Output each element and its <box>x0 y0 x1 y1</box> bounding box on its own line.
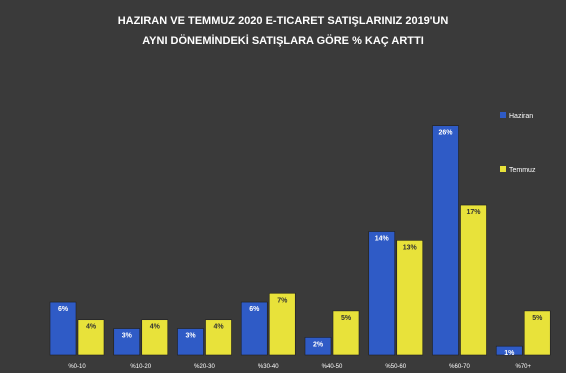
data-label-temmuz-6: 13% <box>403 244 418 251</box>
data-label-temmuz-4: 7% <box>277 297 288 304</box>
x-tick-label-7: %60-70 <box>449 364 470 370</box>
x-tick-label-8: %70+ <box>515 364 531 370</box>
data-label-haziran-4: 6% <box>249 306 260 313</box>
data-label-haziran-2: 3% <box>122 333 133 340</box>
legend-label-haziran: Haziran <box>509 113 533 120</box>
data-labels-group: 6% 4% 3% 4% 3% 4% 6% 7% 2% 5% 14% 13% 26% 17% 1% 5% <box>58 130 543 358</box>
x-tick-label-2: %10-20 <box>130 364 151 370</box>
bar-haziran-8 <box>495 345 523 356</box>
bar-haziran-5 <box>304 337 332 356</box>
legend-label-temmuz: Temmuz <box>509 167 536 174</box>
bars-group <box>49 125 551 356</box>
data-label-haziran-6: 14% <box>375 236 390 243</box>
data-label-haziran-1: 6% <box>58 306 69 313</box>
data-label-temmuz-3: 4% <box>213 324 224 331</box>
data-label-temmuz-7: 17% <box>466 209 481 216</box>
bar-haziran-2 <box>113 328 141 356</box>
x-tick-label-1: %0-10 <box>68 364 86 370</box>
x-tick-label-5: %40-50 <box>322 364 343 370</box>
chart-title: HAZIRAN VE TEMMUZ 2020 E-TICARET SATIŞLA… <box>118 15 449 27</box>
legend: Haziran Temmuz <box>500 112 536 174</box>
bar-temmuz-6 <box>396 240 424 356</box>
bar-haziran-3 <box>177 328 204 356</box>
x-tick-label-6: %50-60 <box>385 364 406 370</box>
data-label-haziran-8: 1% <box>504 350 515 357</box>
data-label-haziran-3: 3% <box>185 333 196 340</box>
bar-temmuz-2 <box>141 319 169 356</box>
bar-temmuz-7 <box>460 204 487 356</box>
legend-swatch-temmuz <box>500 166 506 172</box>
data-label-haziran-5: 2% <box>313 341 324 348</box>
x-tick-label-4: %30-40 <box>258 364 279 370</box>
bar-temmuz-3 <box>205 319 232 356</box>
bar-haziran-6 <box>368 231 396 356</box>
data-label-temmuz-8: 5% <box>532 315 543 322</box>
data-label-haziran-7: 26% <box>438 130 453 137</box>
data-label-temmuz-1: 4% <box>86 324 97 331</box>
bar-haziran-7 <box>432 125 459 356</box>
bar-haziran-1 <box>49 301 77 356</box>
bar-haziran-4 <box>240 301 268 356</box>
chart-subtitle: AYNI DÖNEMİNDEKİ SATIŞLARA GÖRE % KAÇ AR… <box>142 34 424 47</box>
bar-temmuz-1 <box>77 319 105 356</box>
x-tick-label-3: %20-30 <box>194 364 215 370</box>
data-label-temmuz-2: 4% <box>150 324 161 331</box>
legend-swatch-haziran <box>500 112 506 118</box>
bar-temmuz-5 <box>332 310 360 356</box>
data-label-temmuz-5: 5% <box>341 315 352 322</box>
bar-temmuz-4 <box>268 292 296 356</box>
x-tick-labels-group: %0-10 %10-20 %20-30 %30-40 %40-50 %50-60 %60-7… <box>68 364 531 370</box>
bar-temmuz-8 <box>523 310 551 356</box>
